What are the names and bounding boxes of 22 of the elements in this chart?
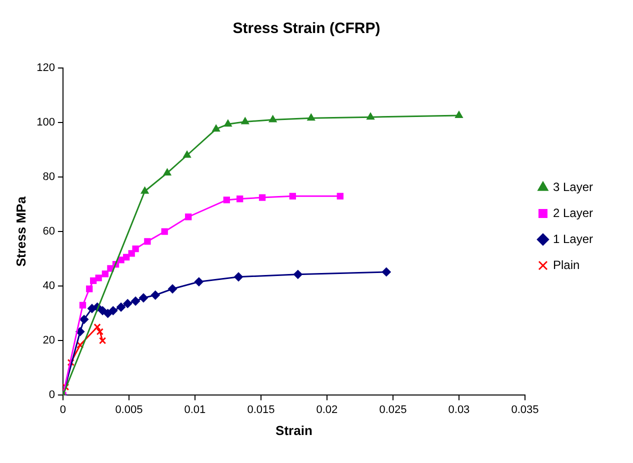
legend-label: Plain: [552, 258, 580, 272]
chart-title: Stress Strain (CFRP): [232, 20, 380, 38]
legend-label: 2 Layer: [552, 206, 594, 220]
y-tick-label: 40: [42, 280, 55, 292]
y-tick-label: 120: [36, 62, 55, 74]
x-tick-label: 0.025: [379, 404, 407, 416]
y-axis-title: Stress MPa: [13, 196, 28, 267]
y-tick-label: 80: [42, 171, 55, 184]
x-tick-label: 0.005: [115, 404, 143, 416]
x-tick-label: 0.02: [316, 404, 338, 416]
legend-label: 1 Layer: [552, 232, 594, 246]
y-tick-label: 60: [42, 226, 55, 238]
legend-label: 3 Layer: [552, 180, 594, 194]
x-tick-label: 0: [60, 404, 66, 416]
x-tick-label: 0.015: [247, 404, 275, 416]
x-tick-label: 0.035: [511, 404, 539, 416]
x-tick-label: 0.01: [184, 404, 206, 416]
y-tick-label: 0: [48, 389, 55, 402]
x-axis-title: Strain: [276, 422, 312, 438]
x-tick-label: 0.03: [448, 404, 470, 416]
y-tick-label: 100: [36, 116, 55, 129]
y-tick-label: 20: [42, 334, 55, 347]
